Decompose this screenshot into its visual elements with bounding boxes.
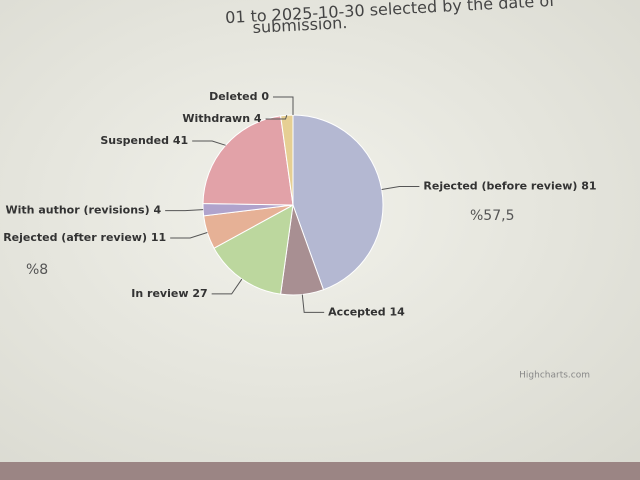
label-value: 81 xyxy=(581,179,596,192)
pie-slice xyxy=(213,204,294,295)
subtitle: submission. xyxy=(252,13,348,37)
label-value: 0 xyxy=(261,90,269,103)
connector xyxy=(301,294,325,313)
connector xyxy=(265,115,288,120)
data-label: Withdrawn 4 xyxy=(182,112,262,125)
connector xyxy=(170,232,208,239)
label-name: With author (revisions) xyxy=(6,204,150,217)
label-name: Rejected (after review) xyxy=(3,231,147,244)
label-value: 11 xyxy=(151,231,166,244)
data-label: Deleted 0 xyxy=(209,90,269,103)
data-label: Accepted 14 xyxy=(328,305,405,318)
connector xyxy=(273,96,294,115)
connector xyxy=(192,140,226,146)
data-label: Rejected (after review) 11 xyxy=(3,231,166,244)
data-label: In review 27 xyxy=(131,287,207,300)
data-label: Suspended 41 xyxy=(100,134,188,147)
label-value: 4 xyxy=(254,112,262,125)
label-name: Accepted xyxy=(328,305,385,318)
label-name: Deleted xyxy=(209,90,257,103)
label-name: Suspended xyxy=(100,134,169,147)
data-label: Rejected (before review) 81 xyxy=(423,179,596,192)
connector xyxy=(381,185,420,191)
label-name: Withdrawn xyxy=(182,112,250,125)
wall xyxy=(0,462,640,480)
annotation: %8 xyxy=(26,262,48,278)
label-name: Rejected (before review) xyxy=(423,179,577,192)
label-value: 4 xyxy=(153,204,161,217)
label-value: 27 xyxy=(192,287,207,300)
connector xyxy=(165,209,204,212)
pie-slice xyxy=(202,115,294,206)
connector xyxy=(211,278,243,295)
label-value: 14 xyxy=(389,305,405,318)
label-value: 41 xyxy=(173,134,188,147)
credits: Highcharts.com xyxy=(519,371,590,381)
data-label: With author (revisions) 4 xyxy=(6,204,162,217)
annotation: %57,5 xyxy=(470,208,514,224)
label-name: In review xyxy=(131,287,188,300)
